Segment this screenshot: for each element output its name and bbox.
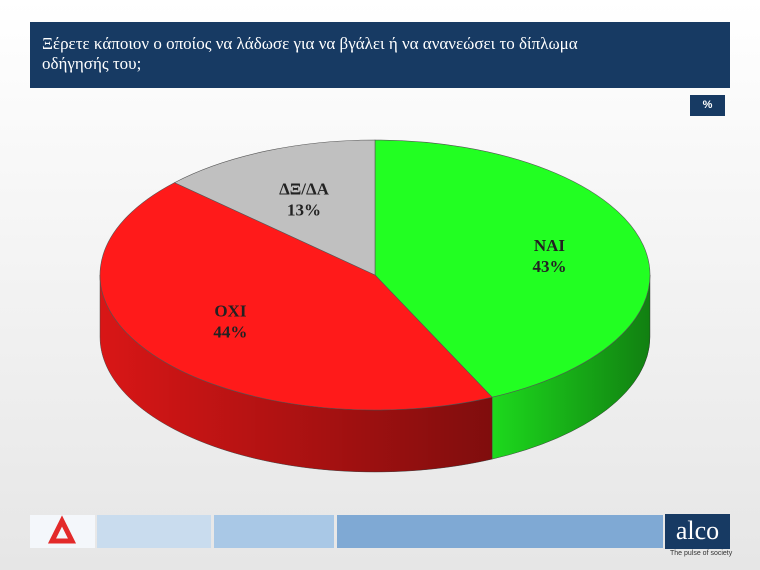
slice — [374, 139, 651, 460]
slice-top — [374, 139, 651, 398]
slice — [173, 139, 376, 276]
slice-label: ΟΧΙ — [214, 302, 247, 321]
slice — [99, 182, 493, 473]
slice-top — [173, 139, 376, 276]
tagline: The pulse of society — [670, 550, 733, 557]
value-label: 44% — [213, 323, 247, 342]
chart-title: Ξέρετε κάποιον ο οποίος να λάδωσε για να… — [42, 34, 578, 73]
slice-side-shade — [99, 275, 493, 472]
unit-badge: % — [690, 95, 725, 116]
value-label: 43% — [532, 257, 566, 276]
footer-segment — [337, 515, 663, 548]
value-label: 13% — [287, 201, 321, 220]
title-bar: Ξέρετε κάποιον ο οποίος να λάδωσε για να… — [30, 22, 730, 88]
news-icon — [47, 515, 77, 544]
slice-top — [99, 182, 493, 411]
footer-segment — [97, 515, 211, 548]
footer-segment — [214, 515, 334, 548]
slice-side-shade — [492, 275, 650, 460]
logo: alco — [665, 514, 730, 549]
footer-logo-area — [30, 515, 95, 548]
slice-label: ΔΞ/ΔΑ — [279, 180, 330, 199]
slice-label: ΝΑΙ — [534, 236, 566, 255]
